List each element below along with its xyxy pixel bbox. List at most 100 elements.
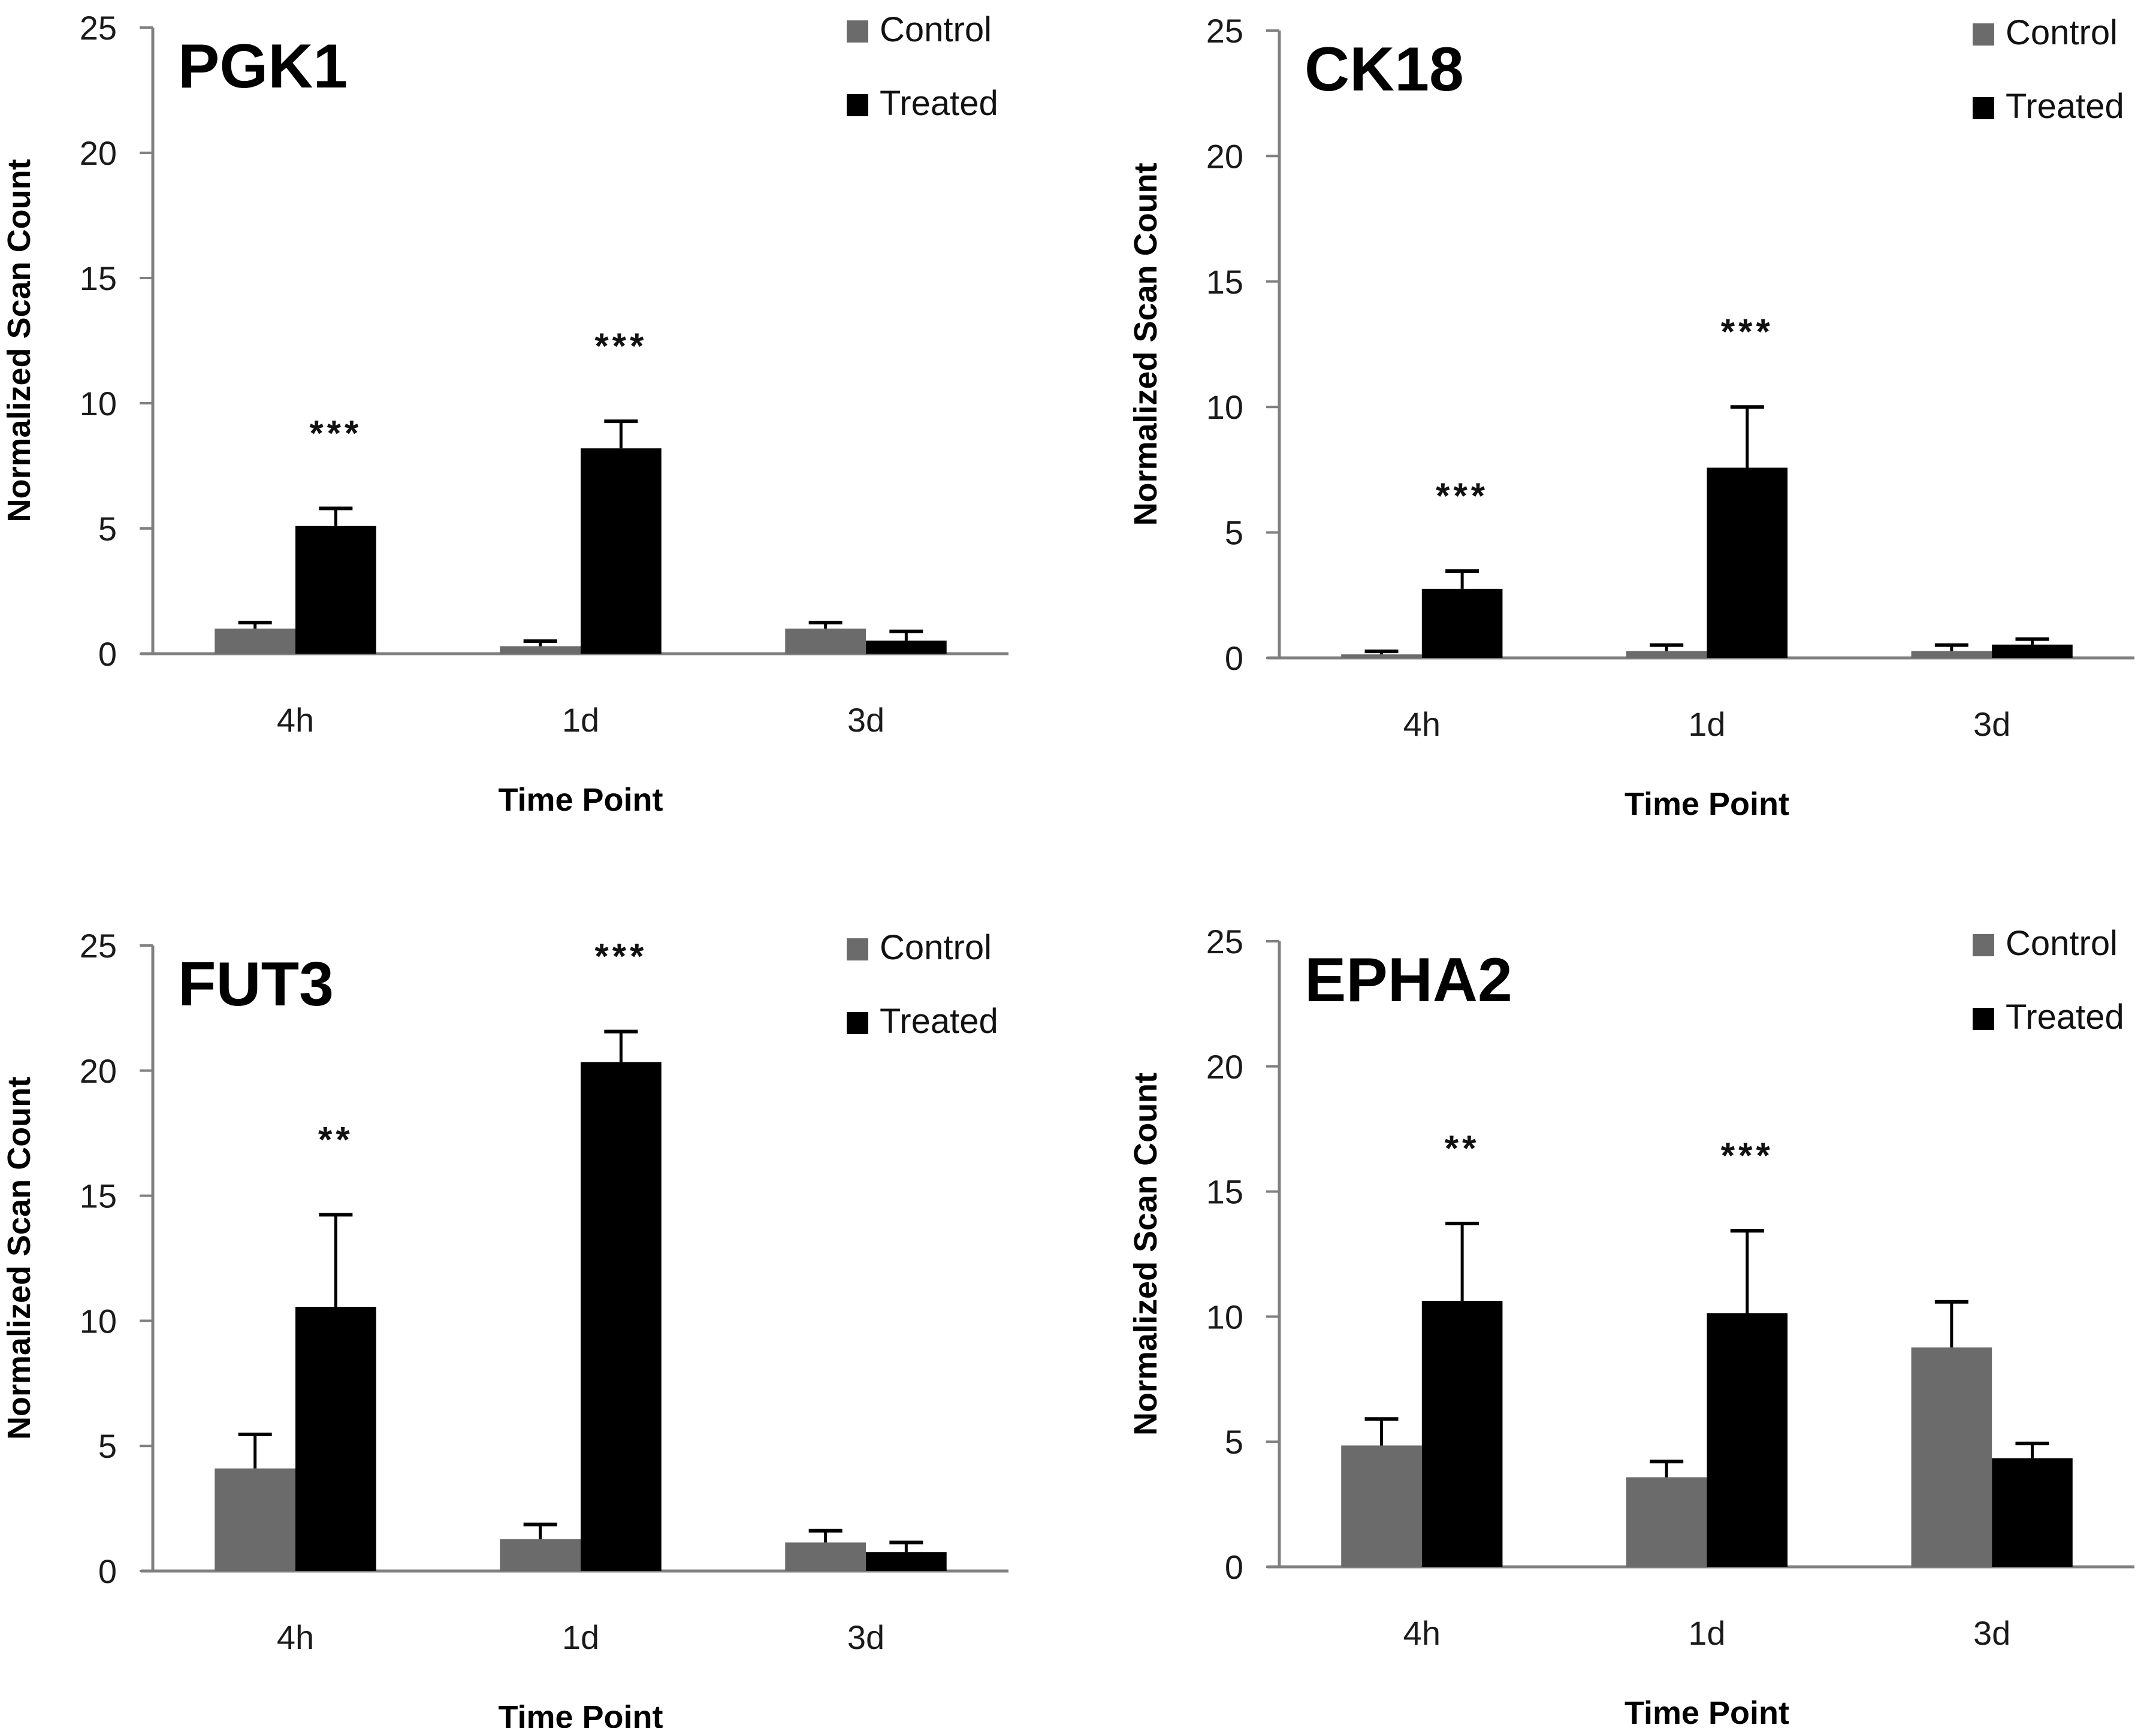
legend-swatch-treated (847, 1012, 868, 1034)
bar-control-1d (1626, 1477, 1707, 1567)
chart-panel-epha2: 0 5 10 15 20 25 Normalized Scan Count 4h 1d 3d Tim… (1128, 923, 2134, 1728)
legend-label-control: Control (880, 928, 992, 967)
y-tick-label: 25 (1206, 12, 1243, 50)
y-tick-label: 25 (80, 927, 117, 965)
bar-control-4h (215, 1468, 295, 1571)
y-axis-title: Normalized Scan Count (1, 159, 37, 522)
panel-title: FUT3 (178, 950, 334, 1019)
y-axis-title: Normalized Scan Count (1128, 162, 1164, 525)
legend-swatch-control (1973, 934, 1994, 956)
x-tick-label: 4h (1403, 1614, 1441, 1652)
bar-control-4h (215, 629, 295, 654)
bar-control-3d (1911, 1347, 1992, 1567)
bar-treated-3d (866, 641, 947, 654)
significance-marker: *** (1436, 476, 1488, 516)
legend-label-treated: Treated (880, 1002, 998, 1041)
x-tick-label: 3d (847, 1618, 884, 1656)
y-axis-title: Normalized Scan Count (1, 1077, 37, 1440)
bar-control-4h (1341, 654, 1422, 658)
significance-marker: *** (594, 936, 647, 977)
legend-label-treated: Treated (880, 84, 998, 123)
legend-label-treated: Treated (2006, 998, 2124, 1037)
y-tick-label: 15 (80, 259, 117, 297)
x-axis-title: Time Point (498, 1699, 663, 1728)
panel-title: PGK1 (178, 32, 348, 101)
legend-label-control: Control (2006, 924, 2118, 963)
x-axis-title: Time Point (1624, 1695, 1789, 1728)
bar-treated-3d (1992, 1458, 2073, 1567)
y-tick-label: 20 (80, 134, 117, 172)
bar-treated-4h (1421, 1301, 1503, 1567)
bar-control-1d (1626, 651, 1707, 658)
y-tick-label: 10 (80, 385, 117, 422)
bar-treated-1d (1707, 1313, 1788, 1567)
bar-treated-1d (581, 1062, 662, 1571)
panel-title: CK18 (1305, 35, 1464, 104)
legend-swatch-control (1973, 23, 1994, 46)
bar-control-3d (785, 1542, 866, 1571)
bar-treated-4h (295, 1307, 376, 1571)
bar-treated-3d (1992, 644, 2073, 658)
chart-panel-fut3: 0 5 10 15 20 25 Normalized Scan Count 4h 1d 3d Tim… (1, 927, 1008, 1728)
chart-panel-ck18: 0 5 10 15 20 25 Normalized Scan Count 4h 1d 3d Tim… (1128, 12, 2134, 822)
significance-marker: *** (309, 413, 362, 454)
y-tick-label: 5 (98, 510, 117, 548)
bar-control-4h (1341, 1445, 1422, 1567)
x-tick-label: 1d (562, 701, 599, 739)
y-axis-title: Normalized Scan Count (1128, 1073, 1164, 1436)
bar-treated-1d (581, 448, 662, 654)
y-tick-label: 0 (98, 1552, 117, 1590)
bar-treated-4h (295, 525, 376, 654)
x-axis-title: Time Point (498, 782, 663, 818)
x-tick-label: 1d (562, 1618, 599, 1656)
y-tick-label: 25 (1206, 923, 1243, 960)
y-tick-label: 5 (1225, 514, 1243, 552)
significance-marker: *** (594, 326, 647, 366)
y-tick-label: 5 (98, 1427, 117, 1465)
y-tick-label: 0 (98, 635, 117, 673)
legend-swatch-treated (1973, 1008, 1994, 1030)
y-tick-label: 15 (80, 1177, 117, 1215)
x-tick-label: 3d (847, 701, 884, 739)
x-tick-label: 4h (277, 701, 314, 739)
legend-label-control: Control (2006, 13, 2118, 52)
legend-swatch-treated (1973, 97, 1994, 119)
bar-control-3d (785, 629, 866, 654)
legend-swatch-control (847, 938, 868, 960)
y-tick-label: 25 (80, 9, 117, 47)
y-tick-label: 10 (80, 1302, 117, 1340)
legend-swatch-treated (847, 94, 868, 116)
y-tick-label: 0 (1225, 639, 1243, 677)
y-tick-label: 15 (1206, 1173, 1243, 1211)
significance-marker: ** (1445, 1128, 1480, 1168)
y-tick-label: 20 (1206, 137, 1243, 175)
x-tick-label: 4h (1403, 705, 1441, 743)
x-tick-label: 1d (1688, 705, 1725, 743)
bar-treated-4h (1421, 588, 1503, 658)
x-tick-label: 3d (1973, 1614, 2010, 1652)
x-axis-title: Time Point (1624, 786, 1789, 822)
panel-title: EPHA2 (1305, 945, 1512, 1015)
legend-label-control: Control (880, 10, 992, 49)
y-tick-label: 20 (1206, 1048, 1243, 1086)
x-tick-label: 4h (277, 1618, 314, 1656)
x-tick-label: 1d (1688, 1614, 1725, 1652)
bar-control-1d (500, 1539, 581, 1571)
y-tick-label: 10 (1206, 1298, 1243, 1336)
bar-treated-3d (866, 1552, 947, 1571)
y-tick-label: 5 (1225, 1423, 1243, 1461)
bar-control-3d (1911, 651, 1992, 658)
significance-marker: *** (1721, 312, 1774, 352)
significance-marker: ** (318, 1119, 354, 1159)
y-tick-label: 20 (80, 1052, 117, 1090)
y-tick-label: 10 (1206, 388, 1243, 426)
bar-control-1d (500, 646, 581, 654)
x-tick-label: 3d (1973, 705, 2010, 743)
chart-panel-pgk1: 0 5 10 15 20 25 Normalized Scan Count 4h 1d 3d Tim… (1, 9, 1008, 818)
legend-swatch-control (847, 20, 868, 43)
bar-treated-1d (1707, 467, 1788, 658)
y-tick-label: 15 (1206, 263, 1243, 301)
y-tick-label: 0 (1225, 1548, 1243, 1586)
significance-marker: *** (1721, 1135, 1774, 1176)
